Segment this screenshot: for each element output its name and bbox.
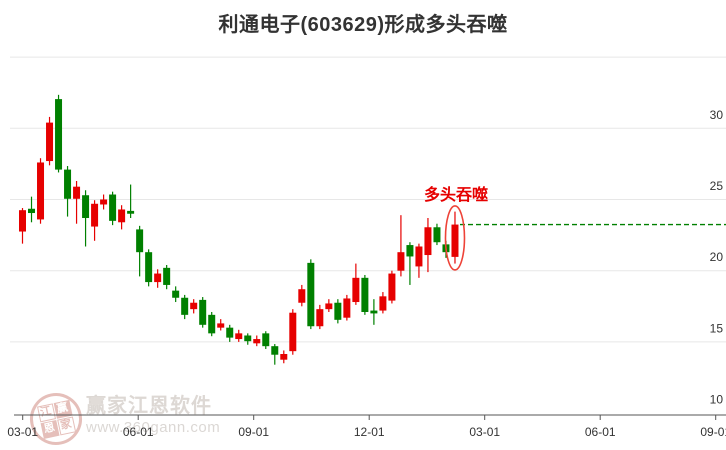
candle [181,294,189,320]
candle [424,218,432,273]
candle [172,286,180,303]
candle [253,335,261,347]
x-tick-label: 06-01 [123,425,154,439]
candle [226,324,234,342]
candle [118,205,126,230]
candle [244,333,252,345]
y-tick-label: 30 [710,108,724,122]
candle [397,215,405,277]
candle [235,329,243,342]
candle [73,180,81,224]
candle [19,208,26,244]
x-axis: 03-01 06-01 09-01 12-01 03-01 06-01 09-01 [7,414,726,439]
candle [316,304,324,330]
x-tick-label: 09-01 [700,425,726,439]
candle [154,269,162,288]
candle [37,158,45,224]
x-tick-label: 06-01 [585,425,616,439]
candle [433,223,441,246]
y-tick-label: 10 [710,393,724,407]
candle [280,350,288,364]
candle [145,249,153,287]
candle [91,200,99,241]
candle [190,299,198,314]
candle [289,309,297,355]
pattern-highlight-ellipse [444,205,466,271]
y-tick-label: 25 [710,179,724,193]
candle [136,225,144,277]
x-tick-label: 12-01 [354,425,385,439]
x-tick-label: 03-01 [469,425,500,439]
candle [163,265,171,290]
candle [352,263,360,305]
candle [271,344,279,365]
candle [64,166,72,217]
candle [343,294,351,321]
candle [307,259,315,330]
candle [127,184,135,219]
candle [325,299,333,312]
x-tick-label: 03-01 [7,425,38,439]
candle [388,270,396,304]
candle [451,211,459,264]
y-tick-label: 15 [710,321,724,335]
candle [298,284,306,307]
candle [199,297,207,328]
candle [406,242,414,285]
chart-title: 利通电子(603629)形成多头吞噬 [218,14,508,36]
x-tick-label: 09-01 [238,425,269,439]
candle [109,191,117,226]
candle [28,196,36,223]
candle [208,311,216,337]
candles [19,94,459,365]
pattern-annotation-label: 多头吞噬 [423,187,489,204]
candle [361,274,369,315]
candle [415,243,423,278]
candle [262,331,270,350]
gridlines [10,56,726,343]
watermark-url-text: www.360gann.com [86,419,221,436]
y-tick-label: 20 [710,250,724,264]
candle [100,194,108,210]
candle [334,299,342,324]
candle [370,299,378,325]
candle [55,94,63,173]
candle [217,319,225,331]
watermark-brand-text: 赢家江恩软件 [86,395,212,417]
candle [46,116,54,166]
candle [379,292,387,314]
candle [82,190,90,247]
y-axis-labels: 30 25 20 15 10 [710,108,724,407]
